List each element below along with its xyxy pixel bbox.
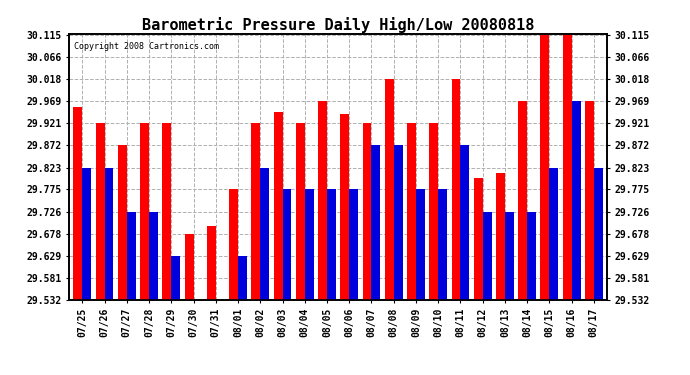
- Bar: [429, 123, 438, 300]
- Bar: [127, 212, 136, 300]
- Bar: [394, 145, 402, 300]
- Bar: [96, 123, 105, 300]
- Bar: [251, 123, 260, 300]
- Bar: [483, 212, 491, 300]
- Text: Copyright 2008 Cartronics.com: Copyright 2008 Cartronics.com: [75, 42, 219, 51]
- Bar: [305, 189, 314, 300]
- Bar: [474, 178, 483, 300]
- Bar: [527, 212, 536, 300]
- Bar: [349, 189, 358, 300]
- Bar: [416, 189, 425, 300]
- Bar: [185, 234, 193, 300]
- Bar: [407, 123, 416, 300]
- Bar: [118, 145, 127, 300]
- Bar: [540, 34, 549, 300]
- Bar: [149, 212, 158, 300]
- Bar: [162, 123, 171, 300]
- Bar: [274, 112, 282, 300]
- Bar: [140, 123, 149, 300]
- Title: Barometric Pressure Daily High/Low 20080818: Barometric Pressure Daily High/Low 20080…: [142, 16, 534, 33]
- Bar: [594, 168, 603, 300]
- Bar: [563, 34, 571, 300]
- Bar: [438, 189, 447, 300]
- Bar: [82, 168, 91, 300]
- Bar: [171, 256, 180, 300]
- Bar: [318, 101, 327, 300]
- Bar: [340, 114, 349, 300]
- Bar: [282, 189, 291, 300]
- Bar: [385, 79, 394, 300]
- Bar: [73, 108, 82, 300]
- Bar: [549, 168, 558, 300]
- Bar: [362, 123, 371, 300]
- Bar: [238, 256, 247, 300]
- Bar: [496, 174, 505, 300]
- Bar: [505, 212, 514, 300]
- Bar: [585, 101, 594, 300]
- Bar: [371, 145, 380, 300]
- Bar: [207, 226, 216, 300]
- Bar: [105, 168, 113, 300]
- Bar: [260, 168, 269, 300]
- Bar: [327, 189, 336, 300]
- Bar: [296, 123, 305, 300]
- Bar: [229, 189, 238, 300]
- Bar: [460, 145, 469, 300]
- Bar: [451, 79, 460, 300]
- Bar: [571, 101, 580, 300]
- Bar: [518, 101, 527, 300]
